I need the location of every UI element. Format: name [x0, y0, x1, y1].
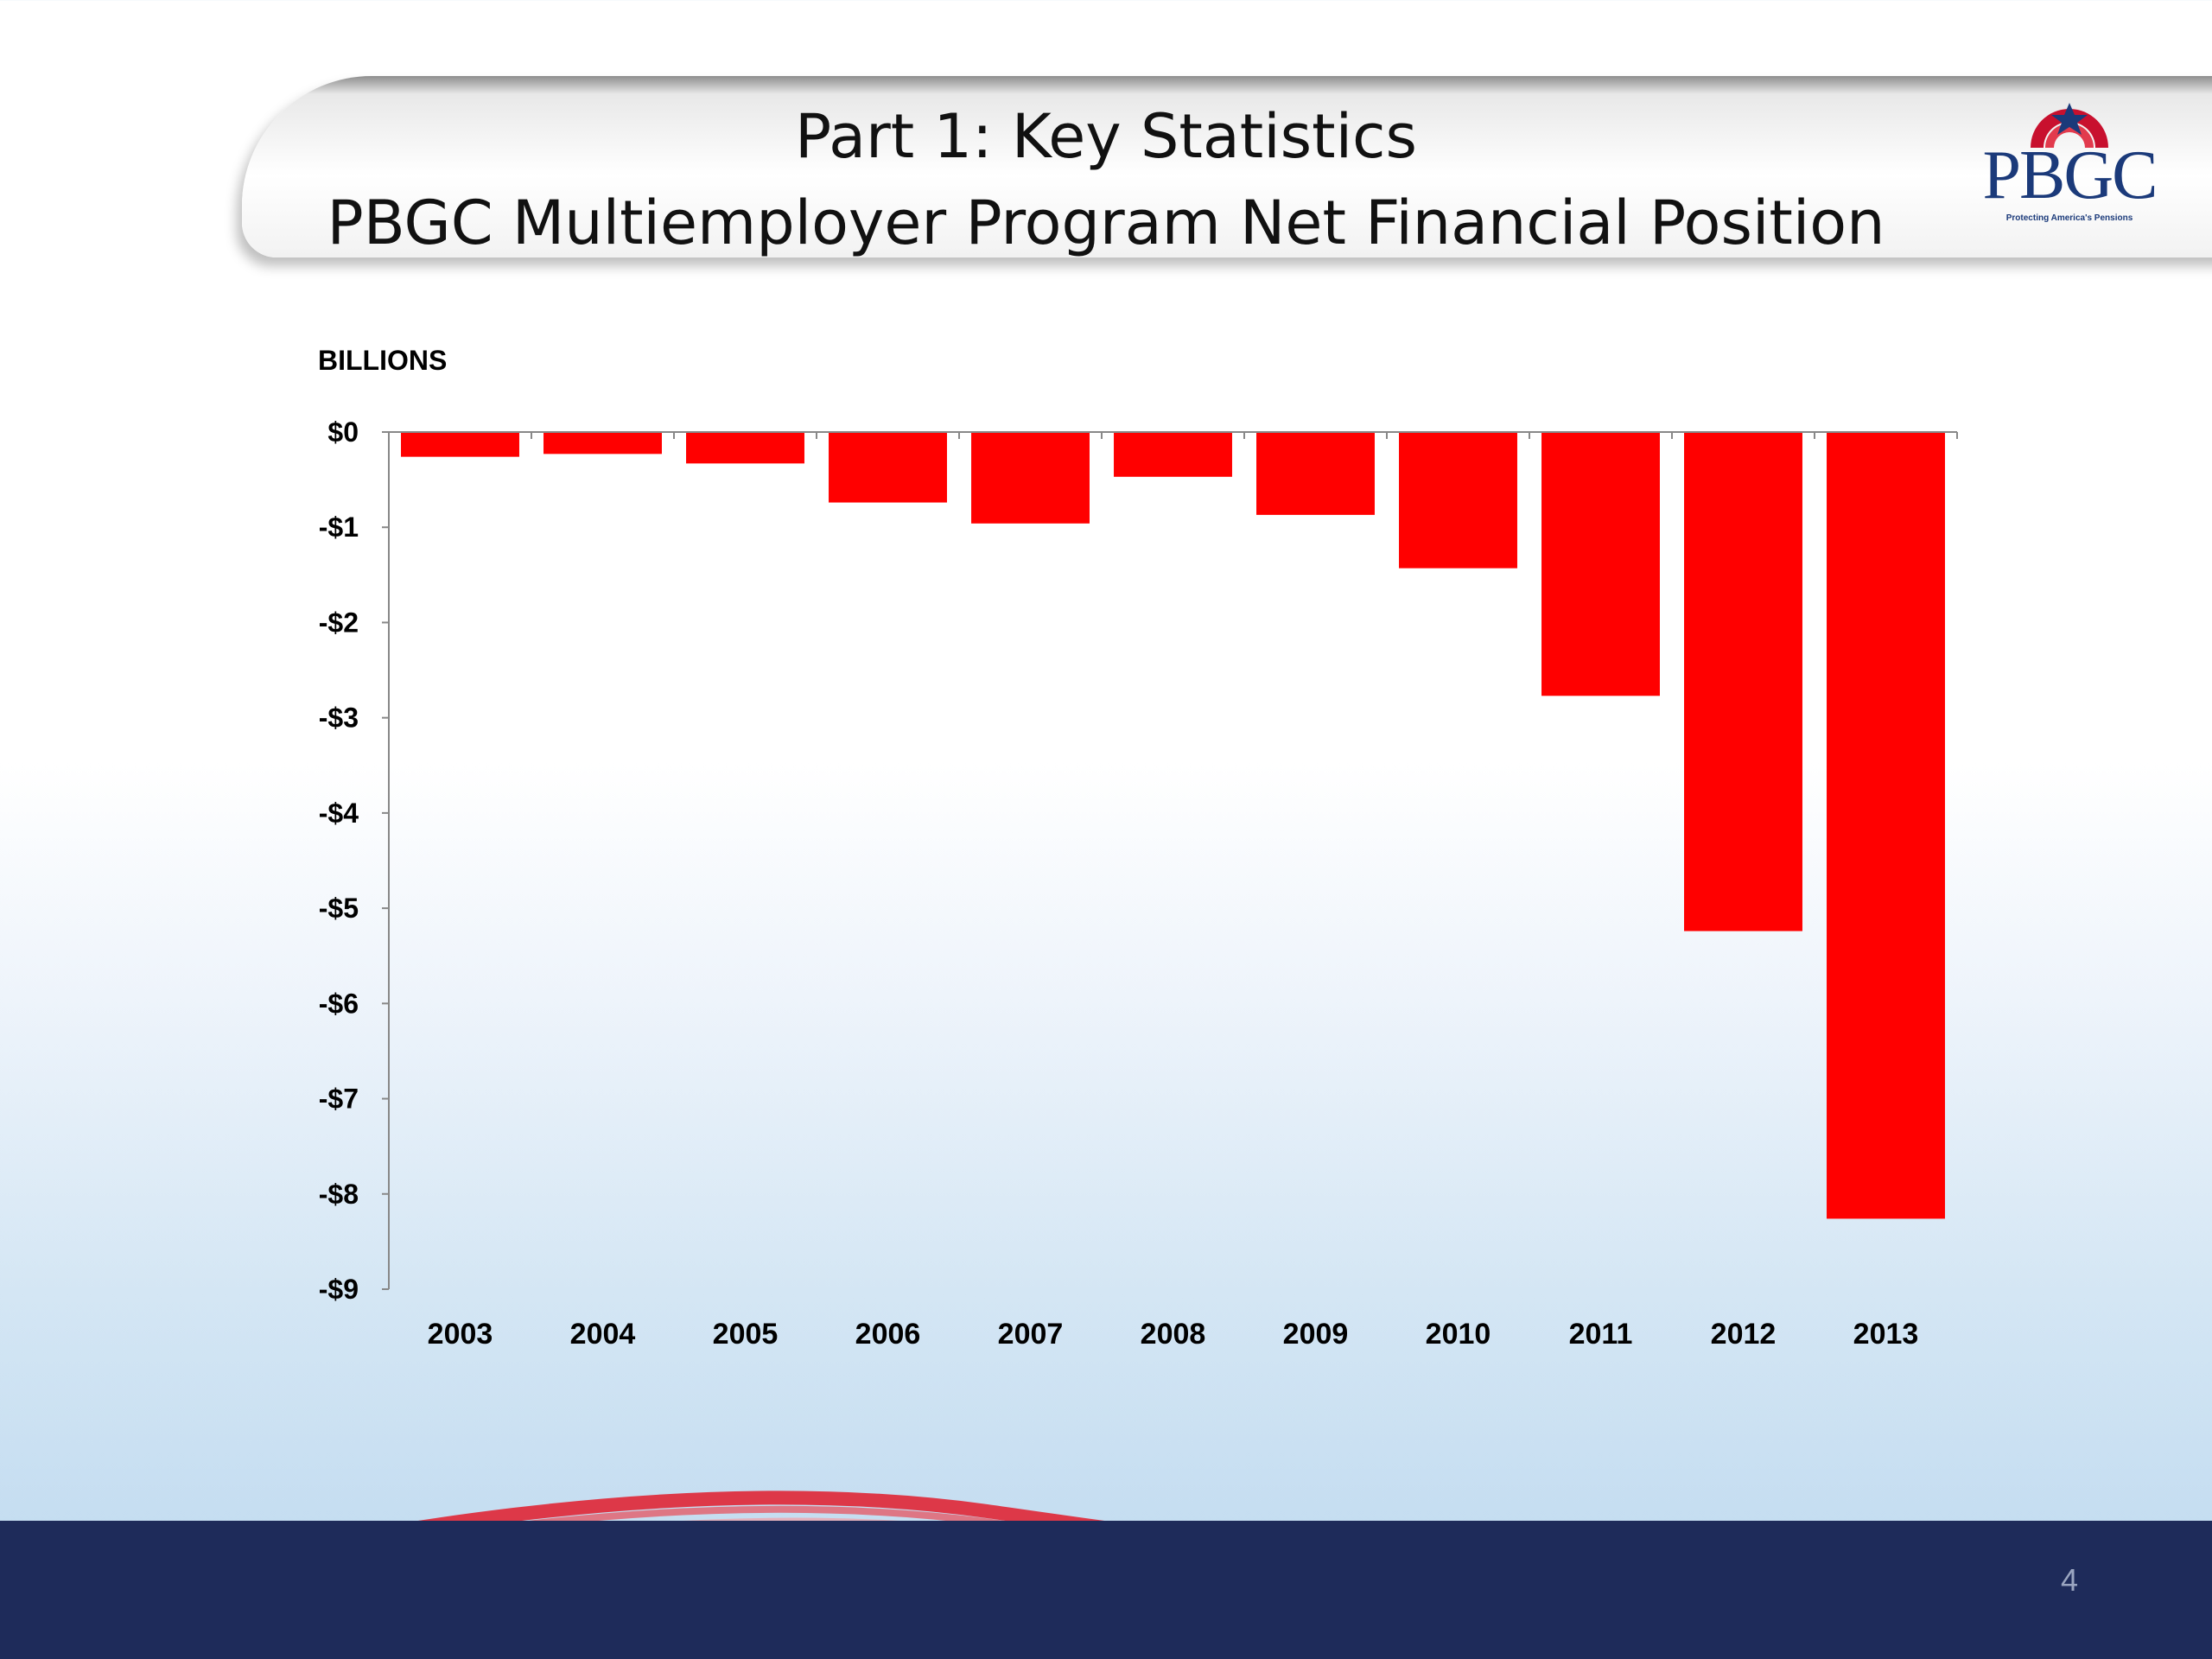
x-tick-label: 2013 [1853, 1318, 1919, 1351]
y-tick-label: -$7 [319, 1084, 359, 1115]
x-tick-label: 2007 [998, 1318, 1064, 1351]
bar-2005 [686, 432, 804, 464]
y-tick-label: -$6 [319, 988, 359, 1019]
bar-2012 [1684, 432, 1802, 931]
y-tick-label: -$3 [319, 702, 359, 734]
units-label: BILLIONS [318, 345, 447, 376]
x-tick-label: 2004 [570, 1318, 636, 1351]
bar-2003 [401, 432, 519, 457]
y-tick-label: -$8 [319, 1179, 359, 1210]
bar-2009 [1256, 432, 1375, 515]
bar-2004 [543, 432, 662, 454]
x-tick-label: 2009 [1283, 1318, 1349, 1351]
bar-2013 [1827, 432, 1945, 1219]
x-tick-label: 2005 [713, 1318, 779, 1351]
bar-2010 [1399, 432, 1517, 569]
y-tick-label: -$4 [319, 798, 359, 829]
pbgc-logo: PBGC Protecting America's Pensions [1961, 91, 2177, 238]
logo-text: PBGC [1982, 137, 2158, 213]
bar-2006 [829, 432, 947, 503]
title-line-1: Part 1: Key Statistics [795, 101, 1417, 172]
slide-title: Part 1: Key Statistics PBGC Multiemploye… [311, 93, 1901, 266]
x-tick-label: 2003 [428, 1318, 493, 1351]
bar-2008 [1114, 432, 1232, 477]
y-tick-label: $0 [327, 416, 359, 448]
bar-2007 [971, 432, 1090, 524]
logo-tagline: Protecting America's Pensions [2005, 213, 2133, 223]
y-tick-label: -$5 [319, 893, 359, 924]
y-tick-label: -$2 [319, 607, 359, 638]
x-tick-label: 2012 [1711, 1318, 1777, 1351]
bar-2011 [1541, 432, 1660, 696]
x-tick-label: 2011 [1569, 1318, 1633, 1351]
page-number: 4 [2060, 1562, 2079, 1598]
logo-arch-icon [2031, 103, 2108, 148]
title-line-2: PBGC Multiemployer Program Net Financial… [327, 188, 1885, 258]
header-band [242, 76, 2212, 257]
y-tick-label: -$9 [319, 1274, 359, 1305]
footer-band [0, 1521, 2212, 1659]
y-tick-label: -$1 [319, 512, 359, 543]
x-tick-label: 2006 [855, 1318, 921, 1351]
x-tick-label: 2008 [1141, 1318, 1206, 1351]
x-tick-label: 2010 [1426, 1318, 1491, 1351]
